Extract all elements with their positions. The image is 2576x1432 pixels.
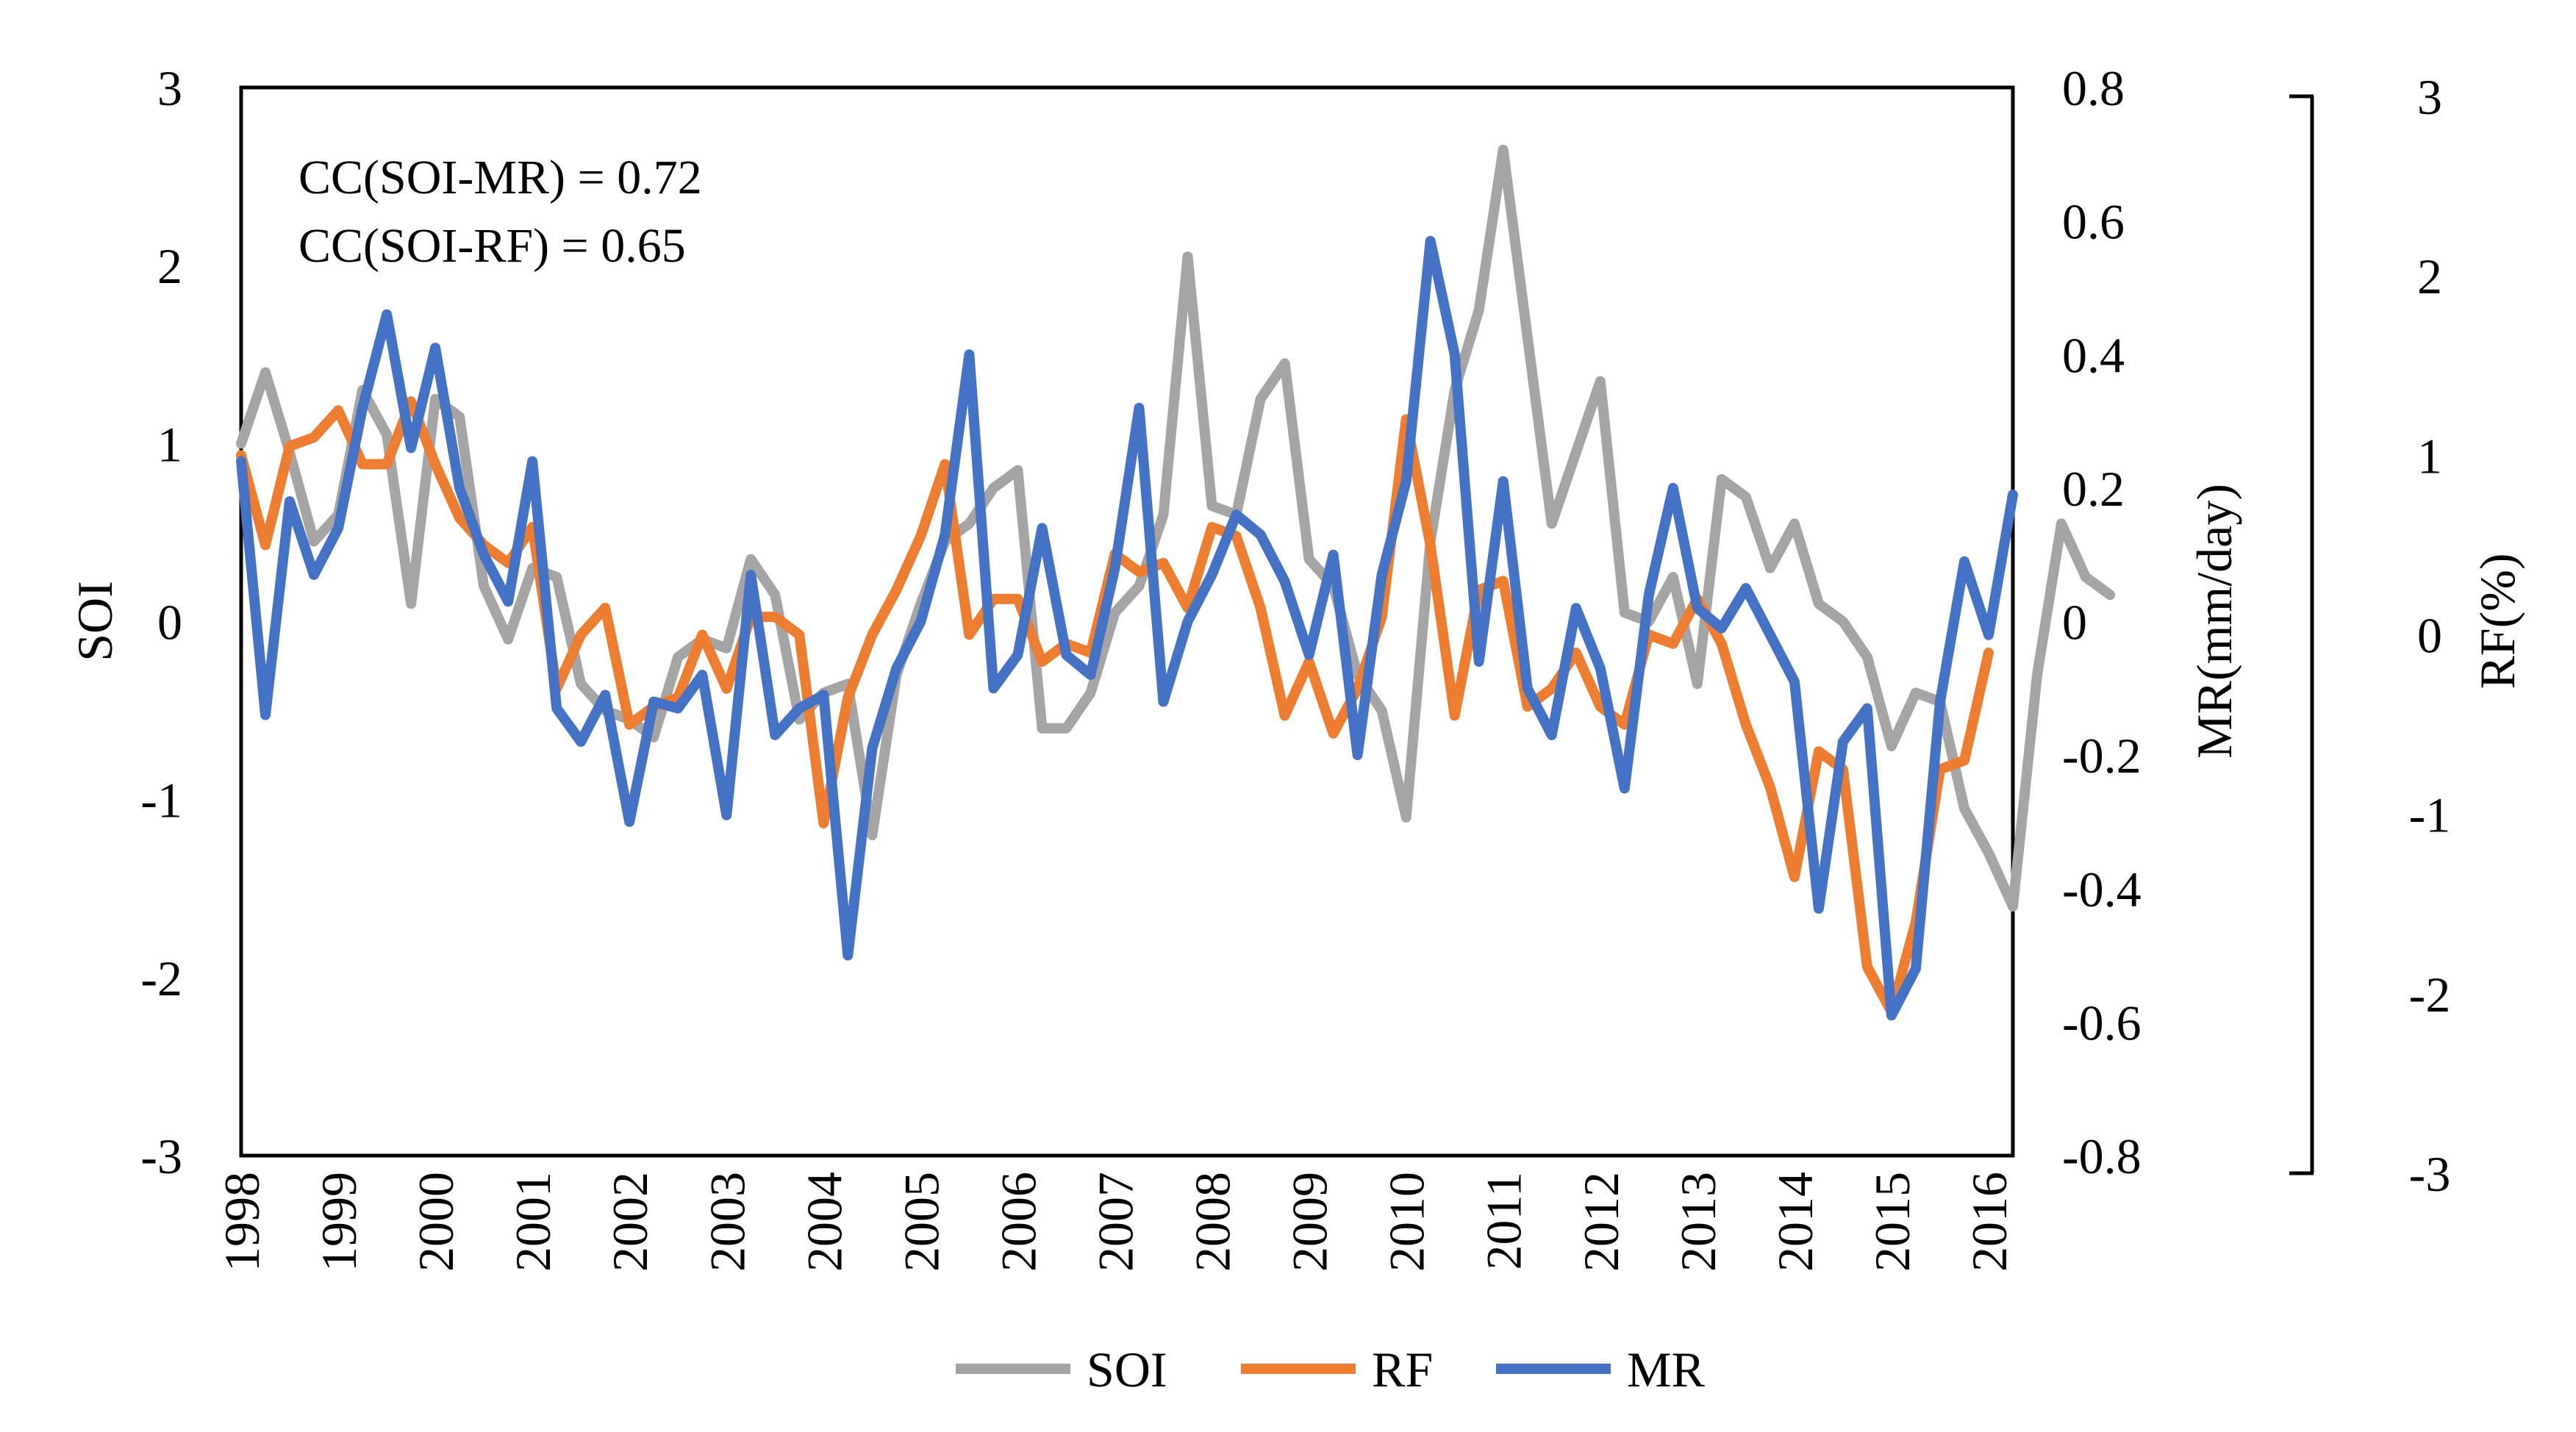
- outer-tick-label: -3: [2409, 1146, 2451, 1202]
- series-layer: [236, 144, 2116, 1021]
- legend: SOI RF MR: [956, 1342, 1705, 1397]
- right-tick-label: -0.6: [2062, 995, 2142, 1050]
- outer-tick-label: 3: [2417, 69, 2442, 125]
- left-axis-title: SOI: [67, 581, 123, 662]
- x-tick-label: 2006: [990, 1172, 1046, 1272]
- x-tick-label: 2003: [699, 1172, 755, 1272]
- x-axis-ticks: 1998 1999 2000 2001 2002 2003 2004 2005 2006 2007…: [214, 1172, 2017, 1272]
- x-tick-label: 2013: [1670, 1172, 1726, 1272]
- right-tick-label: 0.2: [2062, 461, 2125, 517]
- right-tick-label: 0: [2062, 595, 2087, 651]
- x-tick-label: 2015: [1864, 1172, 1920, 1272]
- outer-tick-label: 0: [2417, 608, 2442, 664]
- outer-axis-title: RF(%): [2469, 553, 2525, 689]
- legend-label-mr: MR: [1627, 1342, 1705, 1397]
- right-tick-label: -0.2: [2062, 728, 2142, 784]
- outer-tick-label: 1: [2417, 428, 2442, 484]
- left-tick-label: 0: [157, 595, 182, 651]
- plot-area-frame: [239, 85, 2015, 1158]
- outer-axis-ticks: 3 2 1 0 -1 -2 -3: [2409, 69, 2451, 1202]
- series-line-soi: [236, 144, 2116, 912]
- right-tick-label: -0.8: [2062, 1128, 2142, 1184]
- legend-label-rf: RF: [1372, 1342, 1433, 1397]
- left-tick-label: 2: [157, 238, 182, 294]
- x-tick-label: 2010: [1379, 1172, 1435, 1272]
- annotation-cc-soi-rf: CC(SOI-RF) = 0.65: [298, 219, 686, 273]
- right-tick-label: 0.8: [2062, 60, 2125, 116]
- x-tick-label: 2011: [1476, 1172, 1532, 1270]
- left-tick-label: 3: [157, 60, 182, 116]
- x-tick-label: 2012: [1573, 1172, 1629, 1272]
- annotation-cc-soi-mr: CC(SOI-MR) = 0.72: [298, 151, 702, 204]
- x-tick-label: 2016: [1961, 1172, 2017, 1272]
- left-tick-label: -1: [140, 773, 182, 828]
- x-tick-label: 2002: [602, 1172, 658, 1272]
- left-tick-label: -3: [140, 1128, 182, 1184]
- x-tick-label: 2007: [1087, 1172, 1143, 1272]
- left-tick-label: 1: [157, 416, 182, 472]
- outer-tick-label: -1: [2409, 787, 2451, 843]
- right-tick-label: 0.6: [2062, 194, 2125, 250]
- series-line-mr: [236, 235, 2018, 1021]
- x-tick-label: 2004: [796, 1172, 852, 1272]
- left-tick-label: -2: [140, 951, 182, 1006]
- right-axis-title: MR(mm/day): [2186, 484, 2242, 759]
- x-tick-label: 2008: [1185, 1172, 1241, 1272]
- right-tick-label: -0.4: [2062, 862, 2142, 917]
- x-tick-label: 1999: [311, 1172, 367, 1272]
- right-tick-label: 0.4: [2062, 327, 2125, 383]
- x-tick-label: 2014: [1767, 1172, 1823, 1272]
- outer-axis-line: [2289, 94, 2314, 1175]
- x-tick-label: 2001: [505, 1172, 561, 1272]
- legend-label-soi: SOI: [1087, 1342, 1167, 1397]
- right-axis-ticks: 0.8 0.6 0.4 0.2 0 -0.2 -0.4 -0.6 -0.8: [2062, 60, 2142, 1184]
- x-tick-label: 2005: [893, 1172, 949, 1272]
- outer-tick-label: -2: [2409, 967, 2451, 1023]
- x-tick-label: 1998: [214, 1172, 270, 1272]
- x-tick-label: 2000: [408, 1172, 464, 1272]
- left-axis-ticks: 3 2 1 0 -1 -2 -3: [140, 60, 182, 1184]
- x-tick-label: 2009: [1282, 1172, 1338, 1272]
- outer-tick-label: 2: [2417, 248, 2442, 304]
